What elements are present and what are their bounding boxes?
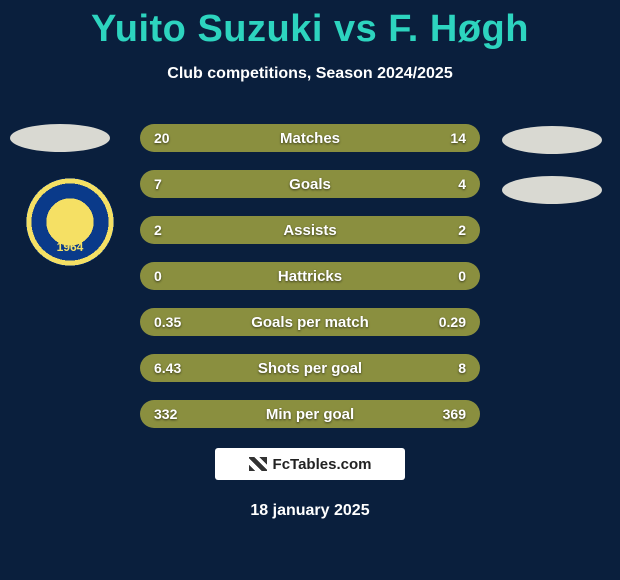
stat-row: 0.35 Goals per match 0.29 — [140, 308, 480, 336]
season-subtitle: Club competitions, Season 2024/2025 — [0, 65, 620, 83]
stat-left-value: 20 — [154, 130, 170, 146]
stat-right-value: 0 — [458, 268, 466, 284]
stat-left-value: 0 — [154, 268, 162, 284]
stat-row: 20 Matches 14 — [140, 124, 480, 152]
club-right-badge-placeholder — [502, 176, 602, 204]
stat-right-value: 8 — [458, 360, 466, 376]
brand-text: FcTables.com — [273, 456, 372, 473]
stat-row: 6.43 Shots per goal 8 — [140, 354, 480, 382]
stat-label: Matches — [280, 130, 340, 147]
stat-label: Assists — [283, 222, 336, 239]
stat-right-value: 4 — [458, 176, 466, 192]
club-badge-year: 1964 — [26, 240, 114, 254]
stat-left-value: 2 — [154, 222, 162, 238]
stat-right-value: 14 — [450, 130, 466, 146]
stat-left-value: 6.43 — [154, 360, 181, 376]
stat-label: Goals — [289, 176, 331, 193]
stat-left-value: 332 — [154, 406, 177, 422]
stat-row: 332 Min per goal 369 — [140, 400, 480, 428]
stats-bars: 20Matches147Goals42Assists20Hattricks00.… — [140, 124, 480, 446]
stat-row: 7 Goals 4 — [140, 170, 480, 198]
stat-right-value: 0.29 — [439, 314, 466, 330]
comparison-title: Yuito Suzuki vs F. Høgh — [0, 0, 620, 51]
stat-right-value: 2 — [458, 222, 466, 238]
stat-row: 0 Hattricks 0 — [140, 262, 480, 290]
brand-chart-icon — [249, 457, 267, 471]
stat-label: Hattricks — [278, 268, 342, 285]
stat-right-value: 369 — [443, 406, 466, 422]
stat-label: Shots per goal — [258, 360, 362, 377]
stat-label: Min per goal — [266, 406, 354, 423]
club-left-badge: 1964 — [26, 178, 114, 266]
snapshot-date: 18 january 2025 — [0, 502, 620, 520]
stat-row: 2 Assists 2 — [140, 216, 480, 244]
stat-left-value: 7 — [154, 176, 162, 192]
player-right-avatar-placeholder — [502, 126, 602, 154]
player-left-avatar-placeholder — [10, 124, 110, 152]
brand-box: FcTables.com — [215, 448, 405, 480]
stat-label: Goals per match — [251, 314, 369, 331]
stat-left-value: 0.35 — [154, 314, 181, 330]
